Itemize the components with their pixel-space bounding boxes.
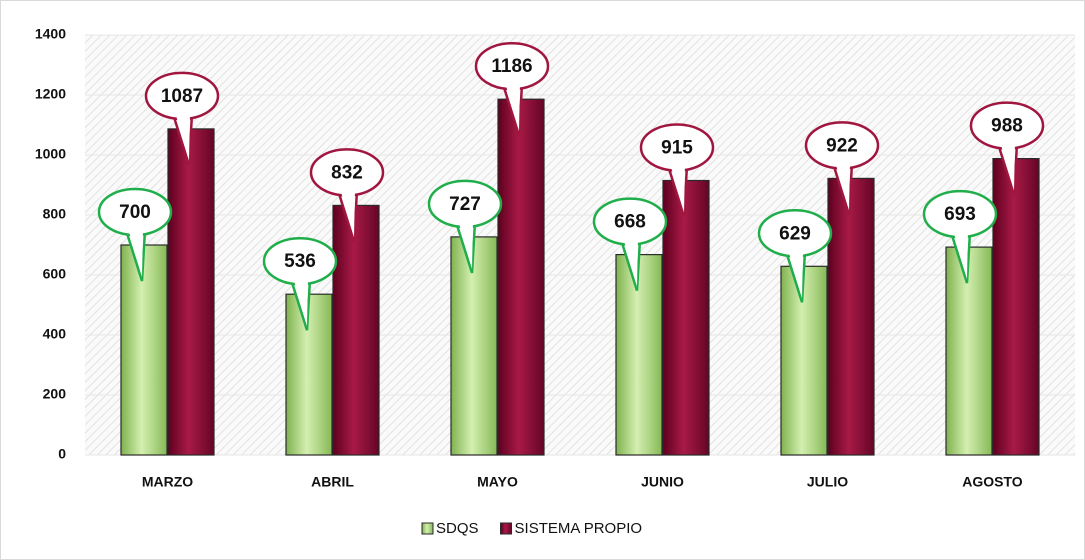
y-tick-label: 1000	[35, 146, 66, 162]
bubble-join	[835, 161, 850, 211]
legend-swatch	[500, 522, 513, 535]
bubble-join	[293, 277, 308, 327]
legend-label: SISTEMA PROPIO	[515, 520, 643, 537]
y-tick-label: 600	[43, 266, 67, 282]
bubble-join	[340, 188, 355, 238]
data-label: 922	[826, 135, 858, 156]
bubble-join	[505, 82, 520, 132]
bubble-join	[623, 237, 638, 287]
plot-area	[85, 35, 1075, 455]
bubble-join	[175, 111, 190, 161]
data-label: 668	[614, 212, 646, 233]
data-label: 727	[449, 194, 481, 215]
bar	[167, 128, 215, 456]
bar	[285, 293, 333, 456]
bar	[497, 98, 545, 456]
bar	[450, 236, 498, 456]
bubble-join	[953, 230, 968, 280]
legend-swatch	[421, 522, 434, 535]
legend-label: SDQS	[436, 520, 479, 537]
x-tick-label: MAYO	[477, 474, 518, 490]
bar	[992, 158, 1040, 456]
y-tick-label: 0	[58, 446, 66, 462]
bar	[780, 265, 828, 456]
x-tick-label: AGOSTO	[962, 474, 1023, 490]
y-tick-label: 1200	[35, 86, 66, 102]
x-tick-label: ABRIL	[311, 474, 354, 490]
y-tick-label: 1400	[35, 26, 66, 42]
bar	[332, 204, 380, 456]
data-label: 988	[991, 116, 1023, 137]
bubble-join	[128, 228, 143, 277]
data-label: 536	[284, 251, 316, 272]
y-tick-label: 800	[43, 206, 67, 222]
bubble-join	[670, 163, 685, 213]
y-tick-label: 200	[43, 386, 67, 402]
bar	[120, 244, 168, 456]
data-label: 693	[944, 204, 976, 225]
data-label: 629	[779, 223, 811, 244]
x-tick-label: JUNIO	[641, 474, 684, 490]
bar	[945, 246, 993, 456]
bar	[827, 177, 875, 456]
x-tick-label: JULIO	[807, 474, 848, 490]
data-label: 700	[119, 202, 151, 223]
data-label: 1087	[161, 86, 203, 107]
bubble-join	[458, 219, 473, 269]
bubble-join	[1000, 141, 1015, 191]
data-label: 832	[331, 162, 363, 183]
data-label: 915	[661, 138, 693, 159]
y-tick-label: 400	[43, 326, 67, 342]
bar	[662, 179, 710, 456]
data-label: 1186	[491, 56, 532, 77]
bubble-join	[788, 249, 803, 299]
x-tick-label: MARZO	[142, 474, 193, 490]
bar	[615, 254, 663, 456]
